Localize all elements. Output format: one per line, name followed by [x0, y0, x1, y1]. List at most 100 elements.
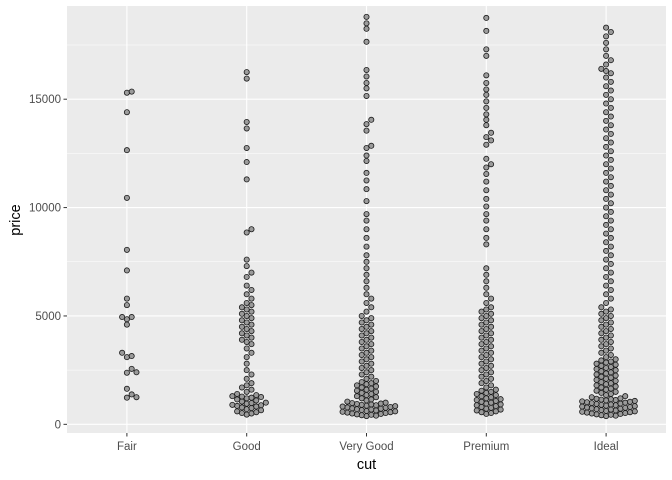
data-point [363, 186, 370, 193]
data-point [612, 388, 619, 395]
data-point [603, 152, 610, 159]
data-point [368, 380, 375, 387]
data-point [123, 246, 130, 253]
data-point [358, 379, 365, 386]
data-point [607, 295, 614, 302]
data-point [603, 117, 610, 124]
data-point [344, 409, 351, 416]
data-point [123, 316, 130, 323]
data-point [483, 265, 490, 272]
data-point [243, 338, 250, 345]
data-point [473, 397, 480, 404]
data-point [607, 226, 614, 233]
data-point [593, 360, 600, 367]
data-point [363, 85, 370, 92]
data-point [128, 353, 135, 360]
data-point [123, 394, 130, 401]
data-point [368, 295, 375, 302]
data-point [488, 129, 495, 136]
data-point [358, 325, 365, 332]
data-point [123, 385, 130, 392]
data-point [612, 367, 619, 374]
data-point [607, 269, 614, 276]
data-point [593, 387, 600, 394]
data-point [248, 341, 255, 348]
x-tick-label: Ideal [594, 441, 619, 453]
data-point [123, 295, 130, 302]
data-point [603, 341, 610, 348]
data-point [483, 332, 490, 339]
data-point [478, 360, 485, 367]
data-point [603, 273, 610, 280]
data-point [603, 169, 610, 176]
data-point [483, 86, 490, 93]
data-point [238, 323, 245, 330]
data-point [607, 243, 614, 250]
data-point [483, 278, 490, 285]
y-tick-label: 15000 [29, 94, 61, 106]
data-point [497, 406, 504, 413]
data-point [368, 360, 375, 367]
x-axis-title: cut [357, 457, 376, 473]
data-point [607, 57, 614, 64]
data-point [133, 394, 140, 401]
data-point [358, 345, 365, 352]
data-point [593, 411, 600, 418]
data-point [377, 400, 384, 407]
data-point [363, 25, 370, 32]
data-point [483, 79, 490, 86]
data-point [488, 317, 495, 324]
data-point [607, 113, 614, 120]
data-point [478, 373, 485, 380]
data-point [363, 20, 370, 27]
data-point [363, 308, 370, 315]
data-point [133, 369, 140, 376]
data-point [497, 401, 504, 408]
data-point [243, 312, 250, 319]
data-point [373, 388, 380, 395]
data-point [603, 308, 610, 315]
data-point [607, 286, 614, 293]
data-point [483, 164, 490, 171]
data-point [243, 69, 250, 76]
data-point [363, 79, 370, 86]
data-point [483, 226, 490, 233]
data-point [353, 387, 360, 394]
data-point [363, 284, 370, 291]
data-point [243, 367, 250, 374]
data-point [258, 402, 265, 409]
y-axis: 0 5000 10000 15000 [29, 94, 67, 431]
data-point [607, 332, 614, 339]
data-point [483, 358, 490, 365]
data-point [243, 176, 250, 183]
data-point [363, 317, 370, 324]
data-point [612, 361, 619, 368]
data-point [607, 29, 614, 36]
x-tick-label: Fair [117, 441, 137, 453]
data-point [603, 52, 610, 59]
data-point [243, 263, 250, 270]
data-point [363, 349, 370, 356]
data-point [234, 390, 241, 397]
data-point [368, 334, 375, 341]
data-point [363, 127, 370, 134]
data-point [358, 338, 365, 345]
data-point [363, 413, 370, 420]
data-point [344, 404, 351, 411]
data-point [607, 96, 614, 103]
data-point [603, 204, 610, 211]
data-point [607, 156, 614, 163]
data-point [603, 315, 610, 322]
data-point [243, 388, 250, 395]
data-point [612, 356, 619, 363]
data-point [243, 325, 250, 332]
data-point [483, 299, 490, 306]
data-point [488, 137, 495, 144]
data-point [588, 400, 595, 407]
data-point [238, 384, 245, 391]
data-point [253, 392, 260, 399]
data-point [598, 317, 605, 324]
data-point [483, 371, 490, 378]
data-point [488, 375, 495, 382]
